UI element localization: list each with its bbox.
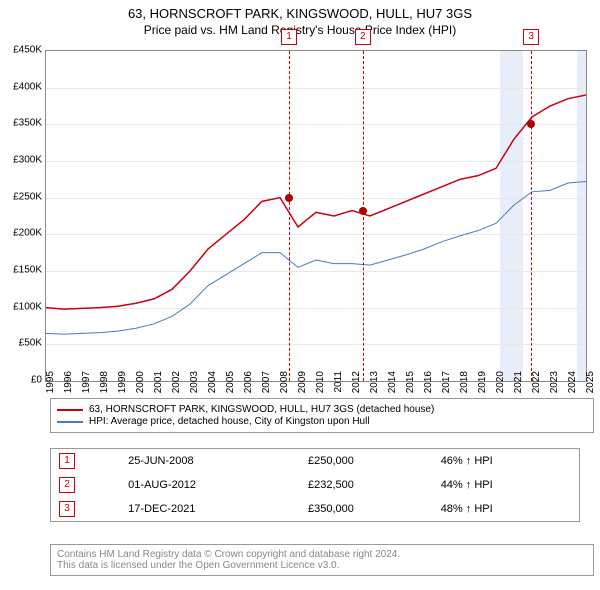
sale-date: 01-AUG-2012: [120, 473, 300, 497]
marker-dot: [285, 194, 293, 202]
marker-line: [363, 51, 364, 381]
x-axis-tick: 2000: [135, 371, 146, 401]
x-axis-tick: 2008: [279, 371, 290, 401]
x-axis-tick: 2022: [531, 371, 542, 401]
x-axis-tick: 2007: [261, 371, 272, 401]
x-axis-tick: 2011: [333, 371, 344, 401]
chart-title-1: 63, HORNSCROFT PARK, KINGSWOOD, HULL, HU…: [0, 6, 600, 21]
y-axis-tick: £150K: [2, 265, 42, 276]
table-row: 1 25-JUN-2008 £250,000 46% ↑ HPI: [51, 449, 580, 474]
sale-date: 25-JUN-2008: [120, 449, 300, 474]
y-axis-tick: £50K: [2, 338, 42, 349]
x-axis-tick: 1998: [99, 371, 110, 401]
sale-date: 17-DEC-2021: [120, 497, 300, 522]
sale-pct: 44% ↑ HPI: [433, 473, 580, 497]
chart-title-2: Price paid vs. HM Land Registry's House …: [0, 23, 600, 37]
marker-label: 1: [281, 29, 297, 45]
sale-pct: 46% ↑ HPI: [433, 449, 580, 474]
x-axis-tick: 2019: [477, 371, 488, 401]
marker-line: [531, 51, 532, 381]
x-axis-tick: 1999: [117, 371, 128, 401]
sale-price: £232,500: [300, 473, 433, 497]
x-axis-tick: 2001: [153, 371, 164, 401]
x-axis-tick: 2003: [189, 371, 200, 401]
x-axis-tick: 2014: [387, 371, 398, 401]
legend-swatch-hpi: [57, 421, 83, 423]
y-axis-tick: £450K: [2, 45, 42, 56]
sale-price: £250,000: [300, 449, 433, 474]
marker-badge-2: 2: [59, 477, 75, 493]
marker-badge-3: 3: [59, 501, 75, 517]
footnote-line-1: Contains HM Land Registry data © Crown c…: [57, 549, 587, 560]
x-axis-tick: 2006: [243, 371, 254, 401]
y-axis-tick: £0: [2, 375, 42, 386]
y-axis-tick: £100K: [2, 301, 42, 312]
y-axis-tick: £250K: [2, 191, 42, 202]
series-hpi: [46, 182, 586, 335]
legend-label-property: 63, HORNSCROFT PARK, KINGSWOOD, HULL, HU…: [89, 404, 434, 415]
series-property: [46, 95, 586, 309]
marker-badge-1: 1: [59, 453, 75, 469]
y-axis-tick: £350K: [2, 118, 42, 129]
x-axis-tick: 2015: [405, 371, 416, 401]
x-axis-tick: 2004: [207, 371, 218, 401]
x-axis-tick: 2023: [549, 371, 560, 401]
x-axis-tick: 2025: [585, 371, 596, 401]
legend-swatch-property: [57, 409, 83, 411]
chart-legend: 63, HORNSCROFT PARK, KINGSWOOD, HULL, HU…: [50, 398, 594, 433]
x-axis-tick: 1995: [45, 371, 56, 401]
x-axis-tick: 2018: [459, 371, 470, 401]
x-axis-tick: 2016: [423, 371, 434, 401]
x-axis-tick: 2017: [441, 371, 452, 401]
footnote-line-2: This data is licensed under the Open Gov…: [57, 560, 587, 571]
y-axis-tick: £400K: [2, 81, 42, 92]
x-axis-tick: 2012: [351, 371, 362, 401]
marker-label: 3: [523, 29, 539, 45]
sale-pct: 48% ↑ HPI: [433, 497, 580, 522]
chart-footnote: Contains HM Land Registry data © Crown c…: [50, 544, 594, 576]
y-axis-tick: £200K: [2, 228, 42, 239]
y-axis-tick: £300K: [2, 155, 42, 166]
x-axis-tick: 2005: [225, 371, 236, 401]
x-axis-tick: 1996: [63, 371, 74, 401]
x-axis-tick: 2021: [513, 371, 524, 401]
chart-plot-area: 123: [45, 50, 587, 382]
marker-dot: [527, 120, 535, 128]
marker-dot: [359, 207, 367, 215]
marker-line: [289, 51, 290, 381]
x-axis-tick: 2020: [495, 371, 506, 401]
x-axis-tick: 1997: [81, 371, 92, 401]
x-axis-tick: 2024: [567, 371, 578, 401]
x-axis-tick: 2009: [297, 371, 308, 401]
table-row: 3 17-DEC-2021 £350,000 48% ↑ HPI: [51, 497, 580, 522]
marker-label: 2: [355, 29, 371, 45]
sales-table: 1 25-JUN-2008 £250,000 46% ↑ HPI 2 01-AU…: [50, 448, 580, 522]
x-axis-tick: 2002: [171, 371, 182, 401]
legend-label-hpi: HPI: Average price, detached house, City…: [89, 416, 370, 427]
table-row: 2 01-AUG-2012 £232,500 44% ↑ HPI: [51, 473, 580, 497]
x-axis-tick: 2013: [369, 371, 380, 401]
sale-price: £350,000: [300, 497, 433, 522]
x-axis-tick: 2010: [315, 371, 326, 401]
